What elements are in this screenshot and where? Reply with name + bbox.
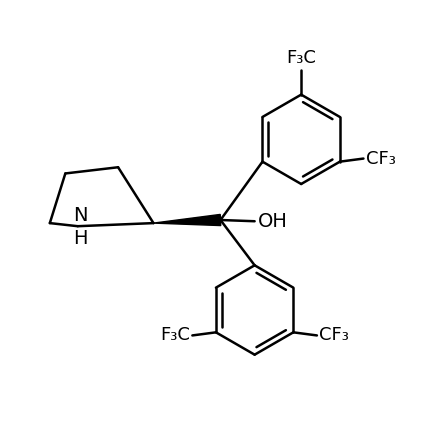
Text: F₃C: F₃C: [286, 49, 316, 67]
Text: H: H: [74, 229, 88, 248]
Text: OH: OH: [258, 212, 288, 231]
Text: F₃C: F₃C: [160, 326, 190, 345]
Text: CF₃: CF₃: [366, 150, 396, 168]
Polygon shape: [153, 214, 221, 226]
Text: CF₃: CF₃: [319, 326, 349, 345]
Text: N: N: [74, 205, 88, 224]
